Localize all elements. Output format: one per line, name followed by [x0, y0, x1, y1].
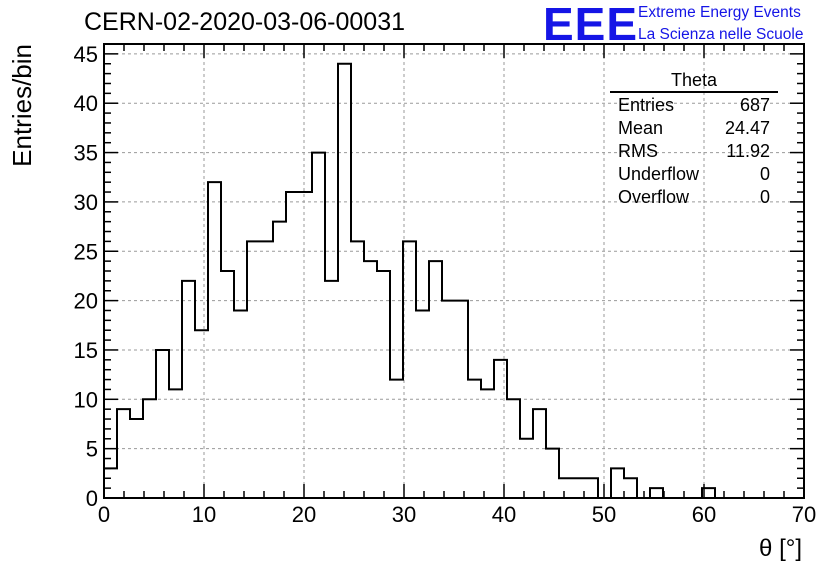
histogram-bin [169, 389, 182, 498]
histogram-bin [572, 478, 585, 498]
x-tick-label: 30 [392, 502, 416, 527]
stats-label: Underflow [618, 164, 700, 184]
stats-row-entries: Entries 687 [610, 94, 778, 117]
histogram-bin [455, 301, 468, 498]
histogram-bin [338, 64, 351, 498]
histogram-bin [117, 409, 130, 498]
histogram-bin [156, 350, 169, 498]
histogram-bin [611, 468, 624, 498]
histogram-bin [182, 281, 195, 498]
histogram-bin [286, 192, 299, 498]
histogram-bin [507, 399, 520, 498]
x-tick-label: 10 [192, 502, 216, 527]
y-tick-label: 45 [74, 42, 98, 67]
histogram-bin [481, 389, 494, 498]
y-tick-label: 35 [74, 141, 98, 166]
x-tick-label: 0 [98, 502, 110, 527]
y-tick-label: 0 [86, 486, 98, 511]
stats-value: 0 [759, 164, 770, 184]
y-tick-label: 20 [74, 289, 98, 314]
histogram-outline [103, 62, 728, 499]
histogram-bin [273, 222, 286, 498]
histogram-bin [585, 478, 598, 498]
histogram-bin [208, 182, 221, 498]
histogram-bin [234, 310, 247, 498]
histogram-bin [520, 439, 533, 498]
stats-row-underflow: Underflow 0 [610, 163, 778, 186]
histogram-bin [195, 330, 208, 498]
stats-label: RMS [618, 141, 658, 161]
histogram-bin [247, 241, 260, 498]
stats-row-rms: RMS 11.92 [610, 140, 778, 163]
histogram-bin [143, 399, 156, 498]
histogram-bin [533, 409, 546, 498]
stats-title: Theta [610, 70, 778, 93]
histogram-bin [624, 478, 637, 498]
histogram-bin [104, 468, 117, 498]
chart-title: CERN-02-2020-03-06-00031 [84, 8, 406, 36]
y-tick-label: 25 [74, 239, 98, 264]
y-tick-label: 15 [74, 338, 98, 363]
x-tick-label: 50 [592, 502, 616, 527]
histogram-bin [325, 281, 338, 498]
stats-value: 0 [759, 187, 770, 207]
histogram-bin [130, 419, 143, 498]
x-axis-label: θ [°] [759, 535, 802, 562]
stats-label: Entries [618, 95, 675, 115]
y-axis-label: Entries/bin [7, 44, 37, 167]
y-tick-label: 10 [74, 387, 98, 412]
histogram-bin [390, 380, 403, 498]
histogram-bin [403, 241, 416, 498]
histogram-bin [546, 449, 559, 498]
histogram-bin [494, 360, 507, 498]
y-tick-label: 5 [86, 437, 98, 462]
histogram-bin [260, 241, 273, 498]
stats-row-mean: Mean 24.47 [610, 117, 778, 140]
logo-line-2: La Scienza nelle Scuole [638, 26, 804, 43]
x-tick-label: 40 [492, 502, 516, 527]
histogram-bin [442, 301, 455, 498]
y-tick-label: 40 [74, 91, 98, 116]
stats-row-overflow: Overflow 0 [610, 186, 778, 209]
histogram-bin [221, 271, 234, 498]
eee-logo: EEE [543, 0, 639, 50]
histogram-bin [312, 153, 325, 498]
histogram-bin [416, 310, 429, 498]
histogram-bin [559, 478, 572, 498]
histogram-bin [299, 192, 312, 498]
histogram-bin [650, 488, 663, 498]
histogram-bin [377, 271, 390, 498]
histogram-bin [468, 380, 481, 498]
x-tick-label: 60 [692, 502, 716, 527]
stats-value: 687 [739, 95, 770, 115]
x-tick-label: 20 [292, 502, 316, 527]
histogram-bin [429, 261, 442, 498]
x-tick-label: 70 [792, 502, 816, 527]
stats-box: Theta Entries 687 Mean 24.47 RMS 11.92 U… [610, 70, 778, 209]
stats-label: Mean [618, 118, 664, 138]
stats-value: 11.92 [726, 141, 770, 161]
y-tick-label: 30 [74, 190, 98, 215]
histogram-bin [351, 241, 364, 498]
logo-line-1: Extreme Energy Events [638, 4, 801, 21]
stats-value: 24.47 [724, 118, 770, 138]
histogram-bin [364, 261, 377, 498]
stats-label: Overflow [618, 187, 690, 207]
